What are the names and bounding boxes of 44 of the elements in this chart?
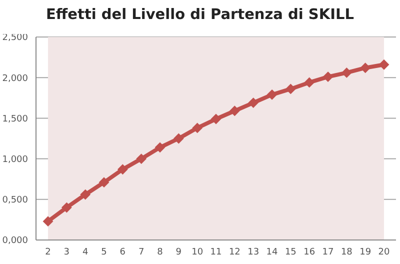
point xyxy=(192,122,202,133)
point xyxy=(62,202,72,213)
point xyxy=(248,98,258,108)
y-tick-label: 2,000 xyxy=(2,74,28,84)
point xyxy=(155,142,165,152)
point xyxy=(360,62,370,73)
x-tick-label: 18 xyxy=(340,247,353,258)
point xyxy=(323,72,333,82)
x-tick-label: 4 xyxy=(82,247,88,258)
point xyxy=(304,77,314,88)
y-tick-label: 1,500 xyxy=(2,114,28,124)
point xyxy=(267,90,277,100)
x-tick-label: 17 xyxy=(322,247,334,258)
x-tick-label: 20 xyxy=(378,247,390,258)
x-tick-label: 13 xyxy=(248,247,260,258)
y-tick-label: 0,500 xyxy=(2,196,28,206)
x-tick-label: 16 xyxy=(304,247,316,258)
point xyxy=(379,60,389,70)
x-tick-label: 10 xyxy=(192,247,204,258)
y-tick-label: 1,000 xyxy=(2,154,28,165)
x-tick-label: 5 xyxy=(101,247,107,258)
point xyxy=(118,164,128,174)
point xyxy=(211,114,221,124)
x-tick-label: 12 xyxy=(228,247,240,258)
x-tick-label: 9 xyxy=(176,247,182,258)
x-tick-label: 6 xyxy=(120,247,126,258)
x-tick-label: 19 xyxy=(360,247,372,258)
chart-title: Effetti del Livello di Partenza di SKILL xyxy=(45,6,355,25)
x-tick-label: 3 xyxy=(64,247,70,258)
x-tick-label: 11 xyxy=(210,247,222,258)
point xyxy=(43,216,53,226)
point xyxy=(99,177,109,188)
point xyxy=(342,68,352,78)
x-tick-label: 2 xyxy=(45,247,51,258)
point xyxy=(136,154,146,164)
x-tick-label: 8 xyxy=(157,247,164,258)
x-tick-label: 14 xyxy=(266,247,278,258)
point xyxy=(286,84,296,94)
point xyxy=(230,106,240,116)
x-tick-label: 15 xyxy=(284,247,296,258)
y-tick-label: 0,000 xyxy=(2,236,28,246)
point xyxy=(80,190,90,200)
x-tick-label: 7 xyxy=(138,247,144,258)
point xyxy=(174,134,184,144)
